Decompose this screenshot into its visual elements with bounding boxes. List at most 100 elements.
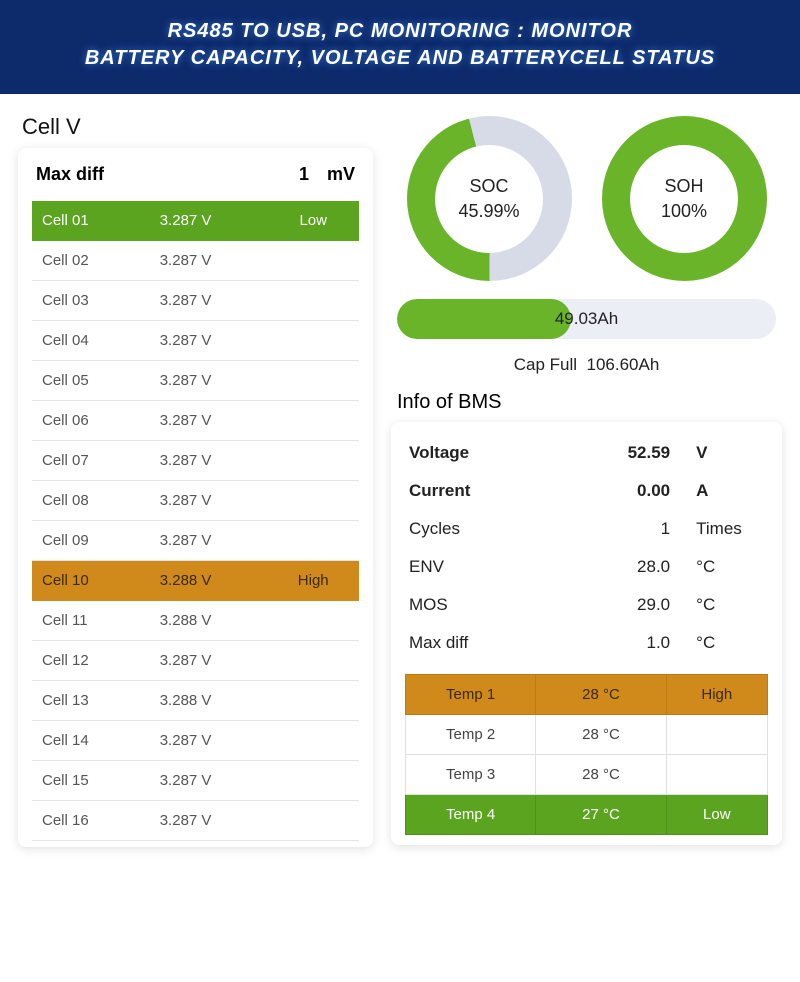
cell-voltage: 3.287 V [150, 361, 268, 401]
bms-unit: Times [688, 510, 782, 548]
cell-voltage: 3.287 V [150, 201, 268, 241]
temp-value: 28 °C [536, 715, 666, 755]
cells-table: Cell 013.287 VLowCell 023.287 VCell 033.… [32, 201, 359, 841]
cell-tag [267, 441, 359, 481]
header-line2: BATTERY CAPACITY, VOLTAGE AND BATTERYCEL… [10, 45, 790, 72]
bms-unit: V [688, 434, 782, 472]
cell-row[interactable]: Cell 033.287 V [32, 281, 359, 321]
bms-label: Voltage [391, 434, 563, 472]
cell-row[interactable]: Cell 043.287 V [32, 321, 359, 361]
cell-name: Cell 15 [32, 761, 150, 801]
cell-row[interactable]: Cell 143.287 V [32, 721, 359, 761]
bms-row: Current0.00A [391, 472, 782, 510]
gauges: SOC 45.99% SOH 100% [391, 108, 782, 299]
cell-tag [267, 361, 359, 401]
soh-value: 100% [661, 201, 707, 222]
cell-name: Cell 10 [32, 561, 150, 601]
cell-tag [267, 801, 359, 841]
cell-voltage: 3.287 V [150, 481, 268, 521]
cell-name: Cell 13 [32, 681, 150, 721]
cell-voltage: 3.287 V [150, 321, 268, 361]
cell-row[interactable]: Cell 023.287 V [32, 241, 359, 281]
bms-unit: °C [688, 548, 782, 586]
cell-row[interactable]: Cell 083.287 V [32, 481, 359, 521]
bms-unit: A [688, 472, 782, 510]
cell-name: Cell 16 [32, 801, 150, 841]
cell-voltage: 3.288 V [150, 681, 268, 721]
cell-row[interactable]: Cell 133.288 V [32, 681, 359, 721]
cell-voltage: 3.287 V [150, 721, 268, 761]
temp-row[interactable]: Temp 128 °CHigh [406, 675, 768, 715]
cell-tag: High [267, 561, 359, 601]
bms-label: Current [391, 472, 563, 510]
cell-tag [267, 641, 359, 681]
cell-voltage: 3.287 V [150, 641, 268, 681]
bms-value: 52.59 [563, 434, 688, 472]
cell-row[interactable]: Cell 053.287 V [32, 361, 359, 401]
cell-voltage: 3.287 V [150, 761, 268, 801]
bms-row: Cycles1Times [391, 510, 782, 548]
capacity-bar-wrap: 49.03Ah [391, 299, 782, 345]
temp-tag: High [666, 675, 767, 715]
temp-value: 28 °C [536, 675, 666, 715]
cell-name: Cell 11 [32, 601, 150, 641]
bms-value: 28.0 [563, 548, 688, 586]
bms-label: Cycles [391, 510, 563, 548]
soc-gauge: SOC 45.99% [407, 116, 572, 281]
cell-voltage: 3.288 V [150, 601, 268, 641]
soc-value: 45.99% [458, 201, 519, 222]
cell-row[interactable]: Cell 123.287 V [32, 641, 359, 681]
cell-row[interactable]: Cell 153.287 V [32, 761, 359, 801]
maxdiff-label: Max diff [36, 164, 269, 185]
maxdiff-unit: mV [309, 164, 355, 185]
cell-name: Cell 04 [32, 321, 150, 361]
cell-name: Cell 12 [32, 641, 150, 681]
cell-name: Cell 09 [32, 521, 150, 561]
temp-row[interactable]: Temp 328 °C [406, 755, 768, 795]
cell-name: Cell 01 [32, 201, 150, 241]
cell-tag [267, 481, 359, 521]
bms-title: Info of BMS [391, 391, 782, 422]
bms-unit: °C [688, 586, 782, 624]
cell-voltage: 3.287 V [150, 441, 268, 481]
cell-row[interactable]: Cell 093.287 V [32, 521, 359, 561]
bms-row: Max diff1.0°C [391, 624, 782, 662]
bms-label: ENV [391, 548, 563, 586]
cell-name: Cell 14 [32, 721, 150, 761]
cell-tag [267, 241, 359, 281]
cell-voltage: 3.287 V [150, 401, 268, 441]
soc-label: SOC [469, 176, 508, 197]
temps-table: Temp 128 °CHighTemp 228 °CTemp 328 °CTem… [405, 674, 768, 835]
bms-unit: °C [688, 624, 782, 662]
cell-row[interactable]: Cell 073.287 V [32, 441, 359, 481]
cell-row[interactable]: Cell 103.288 VHigh [32, 561, 359, 601]
bms-value: 1.0 [563, 624, 688, 662]
temp-tag [666, 715, 767, 755]
cell-name: Cell 02 [32, 241, 150, 281]
header-line1: RS485 TO USB, PC MONITORING : MONITOR [10, 18, 790, 45]
bms-label: Max diff [391, 624, 563, 662]
cell-row[interactable]: Cell 163.287 V [32, 801, 359, 841]
temp-row[interactable]: Temp 427 °CLow [406, 795, 768, 835]
temp-name: Temp 3 [406, 755, 536, 795]
cell-row[interactable]: Cell 013.287 VLow [32, 201, 359, 241]
cell-tag [267, 761, 359, 801]
capacity-current: 49.03Ah [397, 299, 776, 339]
cell-row[interactable]: Cell 063.287 V [32, 401, 359, 441]
cell-tag [267, 601, 359, 641]
temp-row[interactable]: Temp 228 °C [406, 715, 768, 755]
soc-gauge-inner: SOC 45.99% [435, 145, 543, 253]
temp-tag: Low [666, 795, 767, 835]
capacity-full: Cap Full 106.60Ah [391, 345, 782, 391]
cell-voltage: 3.288 V [150, 561, 268, 601]
temp-name: Temp 4 [406, 795, 536, 835]
cell-tag: Low [267, 201, 359, 241]
maxdiff-row: Max diff 1 mV [32, 158, 359, 201]
temp-tag [666, 755, 767, 795]
cell-row[interactable]: Cell 113.288 V [32, 601, 359, 641]
bms-row: ENV28.0°C [391, 548, 782, 586]
cell-voltage: 3.287 V [150, 241, 268, 281]
page-header: RS485 TO USB, PC MONITORING : MONITOR BA… [0, 0, 800, 94]
cell-voltage: 3.287 V [150, 281, 268, 321]
maxdiff-value: 1 [269, 164, 309, 185]
